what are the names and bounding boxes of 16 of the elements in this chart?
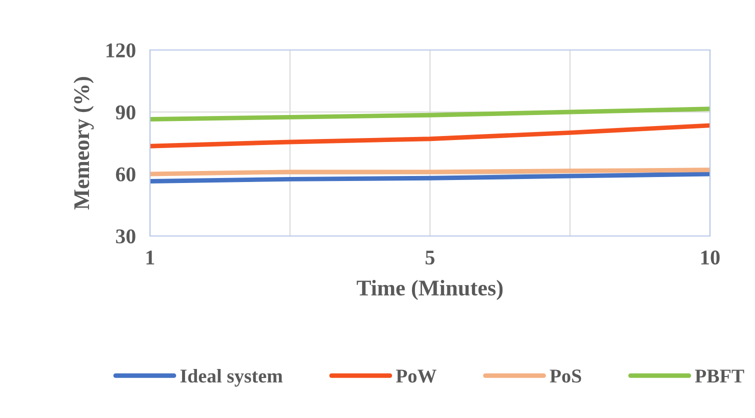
x-axis-title: Time (Minutes) xyxy=(356,280,503,300)
legend-label: Ideal system xyxy=(180,368,283,387)
y-tick-label: 120 xyxy=(106,43,136,58)
line-series xyxy=(150,123,710,148)
y-tick-label: 90 xyxy=(116,105,136,120)
x-tick-label: 10 xyxy=(701,250,720,265)
y-tick-label: 60 xyxy=(116,167,136,182)
legend-label: PoW xyxy=(396,370,436,383)
legend-label: PBFT xyxy=(695,370,744,382)
x-tick-label: 1 xyxy=(146,250,154,264)
y-axis-title: Memeory (%) xyxy=(74,77,94,210)
line-series xyxy=(150,172,710,184)
legend-label: PoS xyxy=(550,370,582,383)
y-tick-label: 30 xyxy=(116,229,136,244)
x-tick-label: 5 xyxy=(426,250,434,265)
line-series xyxy=(150,106,710,122)
